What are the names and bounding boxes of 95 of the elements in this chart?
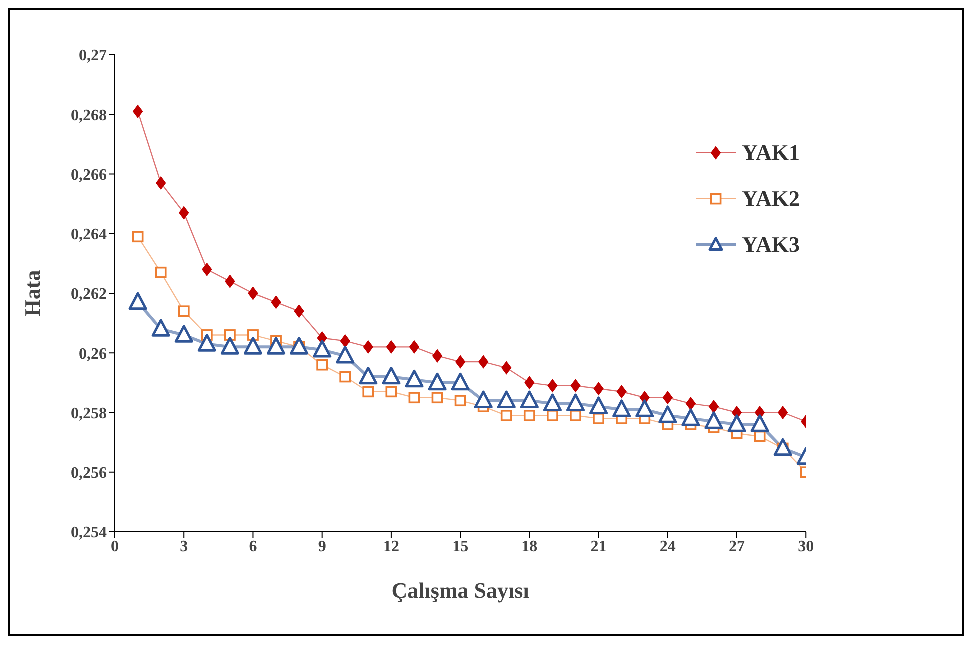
point [547,410,558,422]
point [636,400,654,418]
x-tick-label: 15 [452,538,469,556]
point [682,408,700,426]
x-tick-label: 21 [590,538,607,556]
point [202,263,212,276]
point [456,356,466,369]
x-tick-label: 3 [180,538,188,556]
point [294,304,304,318]
point [474,390,493,408]
y-tick-label: 0,268 [71,107,107,124]
point [313,340,332,358]
point [594,382,604,396]
point [363,340,374,354]
point [224,330,236,341]
point [658,406,678,424]
point [774,438,792,456]
point [750,414,770,432]
point [497,390,516,408]
point [359,366,378,385]
point [156,176,166,190]
point [432,392,444,404]
point [198,334,216,352]
point [128,292,148,310]
point [248,287,258,300]
point [316,359,328,371]
point [500,410,512,422]
point [225,275,236,288]
point [178,306,190,318]
point [502,362,512,375]
point [451,372,470,391]
point [340,334,350,348]
point [612,400,632,418]
x-tick-label: 24 [660,538,676,556]
point [543,394,562,412]
point [244,337,262,355]
x-tick-label: 27 [729,538,746,556]
point [454,395,466,407]
point [336,346,355,364]
y-tick-label: 0,256 [71,465,107,482]
x-tick-label: 12 [383,538,400,556]
point [382,366,401,385]
y-tick-label: 0,264 [71,226,107,244]
point [570,379,581,392]
y-tick-label: 0,27 [79,48,107,65]
point [708,400,719,414]
point [778,406,788,420]
y-tick-label: 0,258 [71,405,107,422]
point [728,414,746,432]
y-tick-label: 0,262 [71,286,107,304]
point [340,371,352,383]
x-tick-label: 30 [798,538,814,556]
point [362,386,374,398]
point [133,105,144,118]
point [590,396,608,414]
x-axis-title: Çalışma Sayısı [392,578,530,603]
legend-label: YAK3 [742,232,800,258]
x-tick-label: 6 [249,538,258,556]
y-axis-title: Hata [20,270,45,317]
point [386,340,396,354]
point [548,379,558,392]
point [267,337,286,355]
point [524,410,536,422]
legend-label: YAK1 [742,140,800,166]
point [179,206,190,220]
point [432,350,443,363]
legend-label: YAK2 [742,186,800,212]
x-tick-label: 18 [522,538,538,556]
point [220,337,240,355]
y-tick-label: 0,254 [71,524,107,542]
point [520,390,539,408]
point [290,337,309,355]
point [132,231,144,243]
point [152,319,170,337]
y-tick-label: 0,266 [71,166,107,184]
point [570,410,582,422]
point [428,372,447,391]
point [593,413,604,424]
y-tick-label: 0,26 [79,346,107,363]
point [409,340,420,354]
x-tick-label: 9 [318,538,326,556]
x-tick-label: 0 [111,538,119,556]
point [704,412,724,430]
point [662,391,673,404]
point [408,392,420,404]
point [174,325,194,343]
point [271,296,282,309]
point [405,370,424,388]
point [386,386,398,398]
point [686,397,696,410]
point [478,356,489,369]
point [155,266,167,278]
point [616,385,627,398]
point [566,394,585,412]
point [524,376,535,390]
